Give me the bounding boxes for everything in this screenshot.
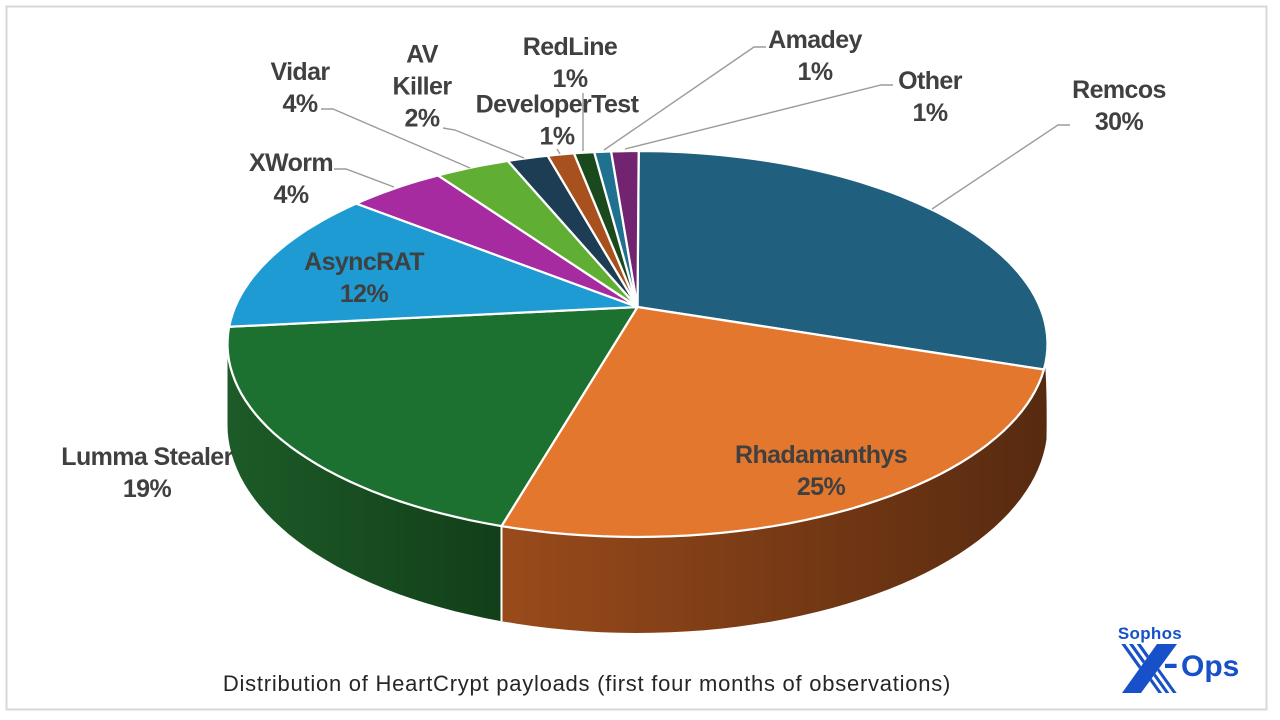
svg-text:Lumma Stealer: Lumma Stealer [61, 443, 233, 471]
svg-text:DeveloperTest: DeveloperTest [476, 91, 640, 119]
svg-text:1%: 1% [540, 123, 575, 151]
svg-text:2%: 2% [405, 105, 440, 133]
svg-text:1%: 1% [913, 99, 948, 127]
svg-text:Other: Other [898, 67, 963, 95]
svg-text:Amadey: Amadey [768, 26, 862, 54]
svg-text:Vidar: Vidar [270, 58, 330, 86]
svg-text:Sophos: Sophos [1118, 624, 1182, 643]
svg-text:AV: AV [406, 41, 439, 69]
svg-text:Rhadamanthys: Rhadamanthys [735, 441, 907, 469]
svg-text:1%: 1% [553, 65, 588, 93]
svg-text:Distribution of HeartCrypt pay: Distribution of HeartCrypt payloads (fir… [223, 671, 951, 696]
svg-text:XWorm: XWorm [249, 149, 333, 177]
svg-text:AsyncRAT: AsyncRAT [304, 248, 424, 276]
svg-text:Killer: Killer [393, 73, 453, 101]
svg-text:1%: 1% [798, 58, 833, 86]
svg-text:Remcos: Remcos [1072, 76, 1166, 104]
svg-text:Ops: Ops [1181, 650, 1239, 683]
svg-text:25%: 25% [797, 473, 846, 501]
svg-text:RedLine: RedLine [523, 33, 618, 61]
svg-text:4%: 4% [274, 181, 309, 209]
svg-text:19%: 19% [123, 475, 172, 503]
svg-text:30%: 30% [1095, 108, 1144, 136]
svg-text:12%: 12% [340, 280, 389, 308]
svg-text:4%: 4% [283, 90, 318, 118]
